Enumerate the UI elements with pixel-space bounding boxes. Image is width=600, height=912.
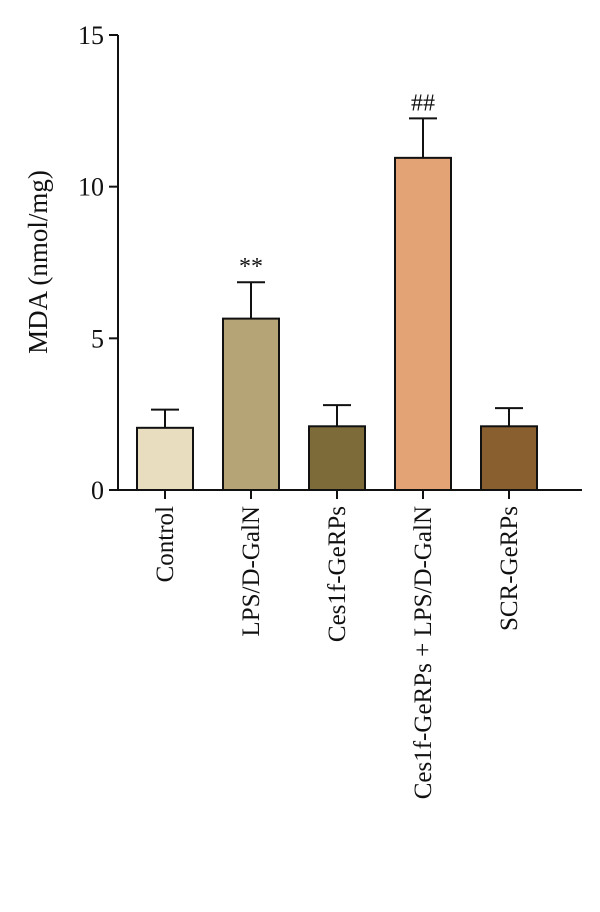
bars-group: ** ## [136, 90, 538, 492]
y-tick-label: 5 [91, 324, 104, 353]
y-ticks-group: 0 5 10 15 [78, 21, 118, 505]
x-category-label: Ces1f-GeRPs + LPS/D-GalN [410, 506, 437, 799]
x-category-label: Control [152, 506, 179, 582]
bar-2 [222, 317, 280, 491]
y-tick-label: 15 [78, 21, 104, 50]
bar-5 [480, 425, 538, 491]
axes-group [117, 35, 582, 491]
y-tick-label: 0 [91, 476, 104, 505]
x-category-label: SCR-GeRPs [496, 506, 523, 631]
y-tick-label: 10 [78, 173, 104, 202]
bar-1 [136, 426, 194, 492]
bar-4 [394, 156, 452, 491]
x-labels-group: Control LPS/D-GalN Ces1f-GeRPs Ces1f-GeRPs … [152, 490, 523, 799]
bar-3 [308, 425, 366, 491]
significance-marker: ## [411, 90, 435, 116]
significance-marker: ** [239, 254, 263, 280]
x-category-label: LPS/D-GalN [238, 506, 265, 637]
y-axis-title: MDA (nmol/mg) [23, 170, 53, 354]
x-category-label: Ces1f-GeRPs [324, 506, 351, 642]
